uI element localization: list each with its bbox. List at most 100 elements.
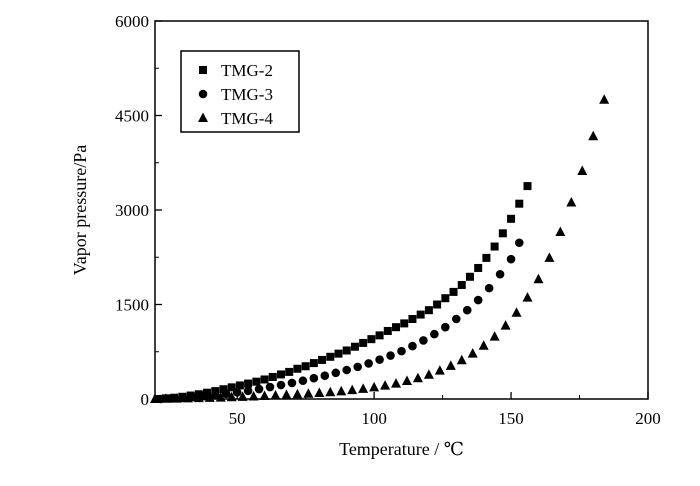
point-tmg-2 — [235, 381, 244, 390]
point-tmg-3 — [375, 355, 384, 364]
series-tmg-4 — [150, 94, 610, 403]
point-tmg-4 — [522, 292, 533, 302]
legend-marker-tmg-4 — [198, 112, 208, 122]
point-tmg-2 — [301, 362, 310, 371]
point-tmg-3 — [342, 365, 352, 375]
point-tmg-4 — [226, 391, 237, 402]
point-tmg-2 — [424, 306, 433, 315]
point-tmg-4 — [259, 390, 270, 400]
point-tmg-4 — [369, 381, 380, 392]
point-tmg-2 — [285, 367, 294, 376]
point-tmg-3 — [495, 269, 505, 279]
point-tmg-4 — [577, 165, 588, 175]
point-tmg-3 — [265, 382, 275, 392]
point-tmg-4 — [566, 196, 577, 207]
y-tick-label: 6000 — [115, 12, 149, 31]
x-axis-title: Temperature / ℃ — [339, 439, 464, 459]
point-tmg-3 — [276, 380, 286, 390]
y-tick-label: 3000 — [115, 201, 149, 220]
point-tmg-4 — [467, 348, 478, 358]
point-tmg-4 — [391, 378, 402, 388]
point-tmg-4 — [489, 331, 500, 341]
axis-tick-labels: 50 100 150 200 0 1500 3000 4500 6000 — [115, 12, 661, 428]
point-tmg-4 — [193, 392, 204, 403]
legend: TMG-2 TMG-3 TMG-4 — [180, 50, 300, 133]
point-tmg-4 — [314, 387, 325, 397]
y-tick-label: 0 — [141, 390, 150, 409]
point-tmg-2 — [498, 229, 507, 238]
point-tmg-2 — [383, 326, 392, 335]
point-tmg-4 — [160, 393, 171, 403]
point-tmg-4 — [401, 375, 412, 386]
point-tmg-2 — [490, 242, 499, 251]
legend-label-tmg-3: TMG-3 — [221, 85, 273, 104]
point-tmg-3 — [221, 389, 231, 399]
y-axis-title: Vapor pressure/Pa — [70, 145, 90, 275]
point-tmg-4 — [599, 94, 610, 104]
point-tmg-2 — [334, 349, 343, 358]
point-tmg-3 — [430, 329, 439, 339]
point-tmg-3 — [419, 336, 428, 345]
legend-label-tmg-2: TMG-2 — [221, 61, 273, 80]
point-tmg-4 — [456, 354, 467, 365]
point-tmg-3 — [441, 322, 450, 332]
point-tmg-2 — [318, 355, 327, 364]
point-tmg-4 — [150, 393, 160, 403]
point-tmg-3 — [309, 373, 319, 383]
point-tmg-3 — [386, 351, 395, 360]
point-tmg-3 — [331, 368, 341, 378]
point-tmg-4 — [423, 369, 434, 379]
point-tmg-2 — [392, 323, 401, 332]
legend-marker-tmg-2 — [199, 66, 207, 74]
point-tmg-4 — [588, 130, 599, 141]
point-tmg-4 — [500, 320, 511, 330]
point-tmg-4 — [544, 252, 555, 262]
point-tmg-2 — [515, 199, 524, 208]
point-tmg-4 — [533, 273, 544, 284]
x-tick-label: 200 — [635, 409, 661, 428]
point-tmg-3 — [408, 341, 417, 351]
point-tmg-2 — [350, 342, 359, 351]
x-tick-label: 150 — [498, 409, 524, 428]
point-tmg-4 — [171, 393, 182, 403]
point-tmg-4 — [292, 388, 303, 399]
point-tmg-2 — [441, 294, 450, 303]
point-tmg-2 — [482, 253, 491, 262]
point-tmg-2 — [375, 331, 384, 340]
point-tmg-4 — [358, 383, 369, 393]
point-tmg-3 — [210, 390, 220, 400]
point-tmg-3 — [254, 384, 264, 394]
point-tmg-2 — [433, 300, 442, 309]
point-tmg-3 — [451, 314, 461, 324]
point-tmg-4 — [434, 365, 445, 375]
point-tmg-4 — [511, 307, 522, 317]
point-tmg-3 — [287, 378, 297, 388]
point-tmg-2 — [507, 214, 516, 223]
legend-label-tmg-4: TMG-4 — [221, 109, 273, 128]
legend-marker-tmg-3 — [198, 89, 208, 99]
point-tmg-3 — [514, 238, 524, 248]
point-tmg-2 — [309, 359, 318, 368]
point-tmg-3 — [473, 295, 483, 305]
point-tmg-4 — [347, 384, 358, 395]
point-tmg-3 — [320, 371, 330, 380]
point-tmg-2 — [474, 263, 483, 272]
point-tmg-4 — [325, 386, 336, 397]
series-tmg-3 — [156, 238, 524, 404]
point-tmg-4 — [478, 340, 489, 350]
point-tmg-2 — [359, 338, 368, 347]
x-tick-label: 50 — [229, 409, 246, 428]
point-tmg-4 — [237, 391, 248, 401]
point-tmg-3 — [506, 254, 516, 264]
point-tmg-4 — [336, 385, 347, 396]
x-tick-label: 100 — [361, 409, 387, 428]
point-tmg-3 — [243, 386, 253, 396]
point-tmg-3 — [298, 376, 308, 386]
point-tmg-2 — [408, 314, 417, 323]
point-tmg-2 — [449, 287, 458, 296]
point-tmg-3 — [353, 362, 362, 372]
point-tmg-2 — [260, 375, 269, 384]
point-tmg-4 — [270, 389, 281, 400]
point-tmg-2 — [465, 272, 474, 281]
